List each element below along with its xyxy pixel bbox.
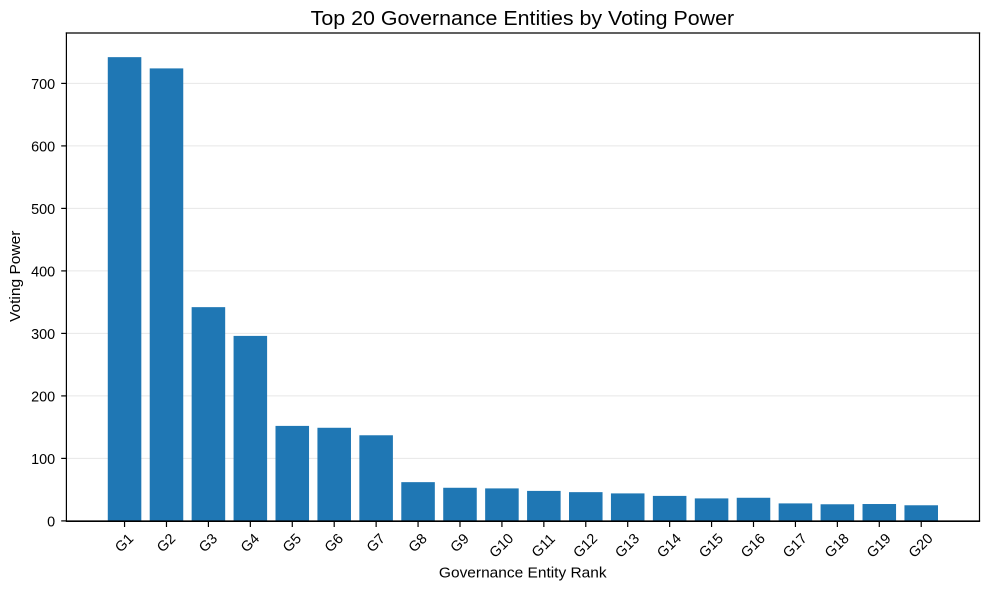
svg-text:0: 0 — [47, 515, 55, 531]
svg-text:400: 400 — [31, 265, 55, 281]
svg-text:Voting Power: Voting Power — [8, 230, 24, 322]
svg-text:Top 20 Governance Entities by: Top 20 Governance Entities by Voting Pow… — [311, 7, 735, 30]
svg-text:100: 100 — [31, 452, 55, 468]
svg-text:700: 700 — [31, 77, 55, 93]
svg-text:500: 500 — [31, 202, 55, 218]
svg-text:200: 200 — [31, 390, 55, 406]
svg-text:Governance Entity Rank: Governance Entity Rank — [439, 566, 608, 582]
svg-text:600: 600 — [31, 140, 55, 156]
svg-text:300: 300 — [31, 327, 55, 343]
